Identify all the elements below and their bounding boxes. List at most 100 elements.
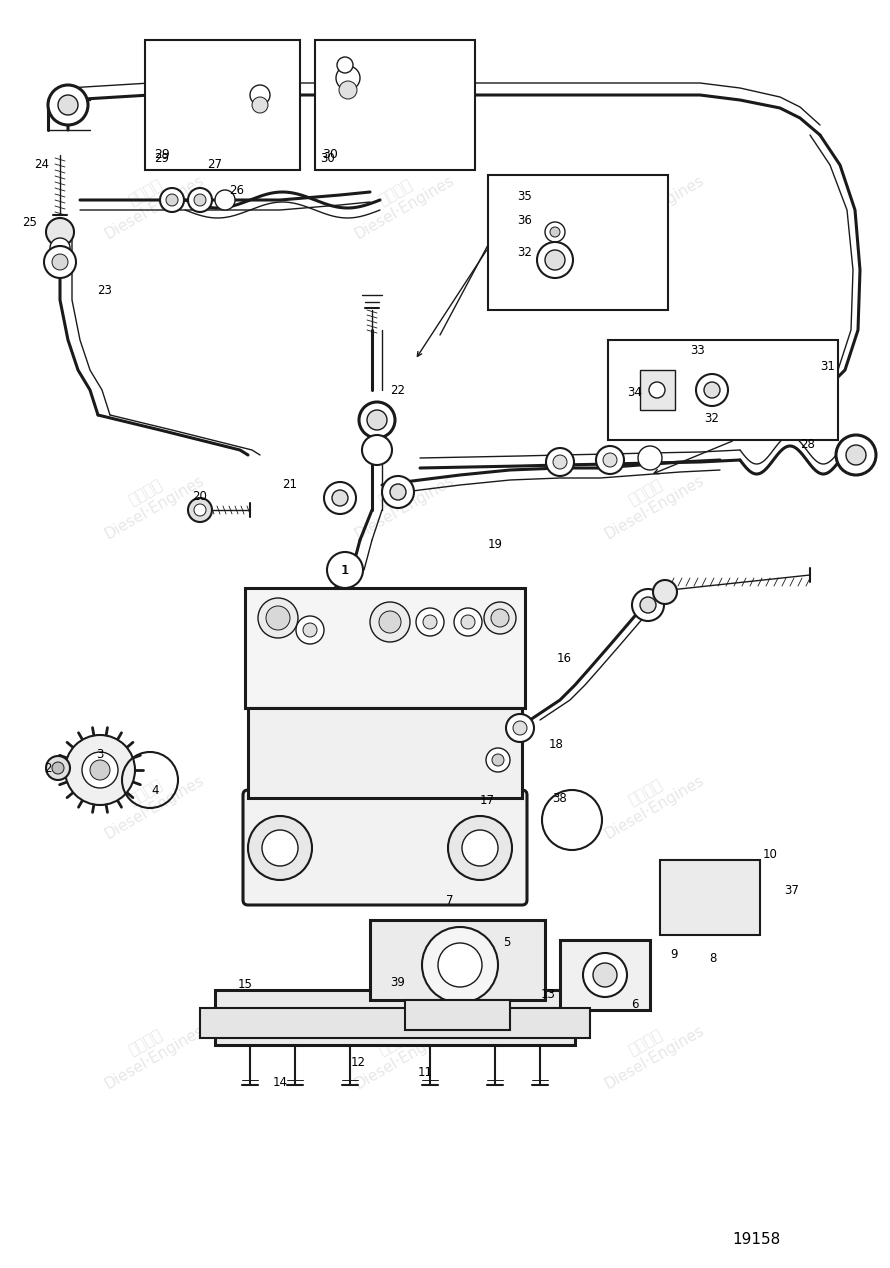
Text: 21: 21 bbox=[282, 478, 297, 492]
Text: 28: 28 bbox=[801, 439, 815, 451]
Circle shape bbox=[336, 66, 360, 90]
Text: 25: 25 bbox=[22, 216, 37, 228]
Circle shape bbox=[545, 250, 565, 270]
Circle shape bbox=[462, 831, 498, 866]
Text: 27: 27 bbox=[207, 158, 222, 171]
Text: 12: 12 bbox=[351, 1055, 366, 1069]
Circle shape bbox=[379, 611, 401, 633]
Circle shape bbox=[188, 188, 212, 212]
Circle shape bbox=[52, 254, 68, 270]
Bar bbox=[405, 1000, 510, 1030]
Circle shape bbox=[649, 382, 665, 398]
Text: 紫发动力
Diesel·Engines: 紫发动力 Diesel·Engines bbox=[344, 758, 457, 842]
Circle shape bbox=[423, 615, 437, 629]
Circle shape bbox=[332, 489, 348, 506]
Circle shape bbox=[324, 482, 356, 514]
Bar bbox=[215, 990, 575, 1045]
Text: 17: 17 bbox=[480, 794, 495, 806]
FancyBboxPatch shape bbox=[243, 790, 527, 905]
Text: 8: 8 bbox=[709, 951, 716, 965]
Text: 紫发动力
Diesel·Engines: 紫发动力 Diesel·Engines bbox=[594, 1008, 707, 1092]
Circle shape bbox=[484, 602, 516, 634]
Circle shape bbox=[537, 242, 573, 278]
Circle shape bbox=[252, 96, 268, 113]
Text: 紫发动力
Diesel·Engines: 紫发动力 Diesel·Engines bbox=[93, 458, 206, 543]
Circle shape bbox=[50, 238, 70, 257]
Text: 22: 22 bbox=[391, 383, 406, 397]
Text: 1: 1 bbox=[341, 563, 349, 577]
Circle shape bbox=[593, 962, 617, 987]
Circle shape bbox=[638, 446, 662, 470]
Text: 30: 30 bbox=[320, 151, 336, 165]
Circle shape bbox=[506, 714, 534, 742]
Circle shape bbox=[546, 448, 574, 476]
Circle shape bbox=[550, 227, 560, 237]
Text: 5: 5 bbox=[504, 936, 511, 948]
Circle shape bbox=[545, 222, 565, 242]
Circle shape bbox=[653, 579, 677, 604]
Circle shape bbox=[339, 81, 357, 99]
Circle shape bbox=[359, 402, 395, 437]
Circle shape bbox=[603, 453, 617, 467]
Bar bbox=[608, 340, 838, 440]
Text: 31: 31 bbox=[821, 360, 836, 374]
Text: 1: 1 bbox=[341, 563, 349, 577]
Text: 2: 2 bbox=[44, 762, 52, 775]
Circle shape bbox=[44, 246, 76, 278]
Text: 18: 18 bbox=[548, 738, 563, 752]
Bar bbox=[560, 940, 650, 1011]
Text: 紫发动力
Diesel·Engines: 紫发动力 Diesel·Engines bbox=[594, 157, 707, 242]
Circle shape bbox=[640, 597, 656, 612]
Circle shape bbox=[438, 943, 482, 987]
Circle shape bbox=[583, 954, 627, 997]
Circle shape bbox=[513, 721, 527, 735]
Circle shape bbox=[82, 752, 118, 787]
Text: 26: 26 bbox=[230, 184, 245, 197]
Circle shape bbox=[166, 194, 178, 205]
Text: 紫发动力
Diesel·Engines: 紫发动力 Diesel·Engines bbox=[344, 157, 457, 242]
Text: 23: 23 bbox=[98, 284, 112, 297]
Text: 紫发动力
Diesel·Engines: 紫发动力 Diesel·Engines bbox=[344, 1008, 457, 1092]
Circle shape bbox=[448, 817, 512, 880]
Text: 6: 6 bbox=[631, 998, 639, 1012]
Bar bbox=[200, 1008, 590, 1038]
Bar bbox=[640, 370, 675, 410]
Text: 4: 4 bbox=[151, 784, 158, 796]
Circle shape bbox=[46, 756, 70, 780]
Circle shape bbox=[266, 606, 290, 630]
Circle shape bbox=[327, 552, 363, 588]
Circle shape bbox=[553, 455, 567, 469]
Circle shape bbox=[58, 95, 78, 115]
Circle shape bbox=[696, 374, 728, 406]
Text: 38: 38 bbox=[553, 791, 568, 804]
Text: 紫发动力
Diesel·Engines: 紫发动力 Diesel·Engines bbox=[93, 1008, 206, 1092]
Circle shape bbox=[596, 446, 624, 474]
Bar bbox=[660, 860, 760, 935]
Circle shape bbox=[491, 609, 509, 626]
Text: 33: 33 bbox=[691, 344, 706, 356]
Circle shape bbox=[296, 616, 324, 644]
Text: 11: 11 bbox=[417, 1065, 433, 1079]
Bar bbox=[370, 921, 545, 1000]
Text: 3: 3 bbox=[96, 748, 104, 762]
Text: 紫发动力
Diesel·Engines: 紫发动力 Diesel·Engines bbox=[93, 758, 206, 842]
Text: 34: 34 bbox=[627, 387, 643, 399]
Circle shape bbox=[632, 590, 664, 621]
Text: 13: 13 bbox=[540, 989, 555, 1002]
Circle shape bbox=[704, 382, 720, 398]
Text: 35: 35 bbox=[518, 190, 532, 203]
Circle shape bbox=[303, 623, 317, 637]
Circle shape bbox=[836, 435, 876, 476]
Bar bbox=[315, 41, 475, 170]
Circle shape bbox=[248, 817, 312, 880]
Text: 19158: 19158 bbox=[732, 1232, 781, 1248]
Text: 39: 39 bbox=[391, 975, 406, 989]
Circle shape bbox=[461, 615, 475, 629]
Circle shape bbox=[258, 598, 298, 638]
Text: 30: 30 bbox=[322, 148, 338, 161]
Circle shape bbox=[370, 602, 410, 642]
Circle shape bbox=[52, 762, 64, 773]
Text: 9: 9 bbox=[670, 948, 678, 961]
Circle shape bbox=[416, 607, 444, 637]
Circle shape bbox=[194, 194, 206, 205]
